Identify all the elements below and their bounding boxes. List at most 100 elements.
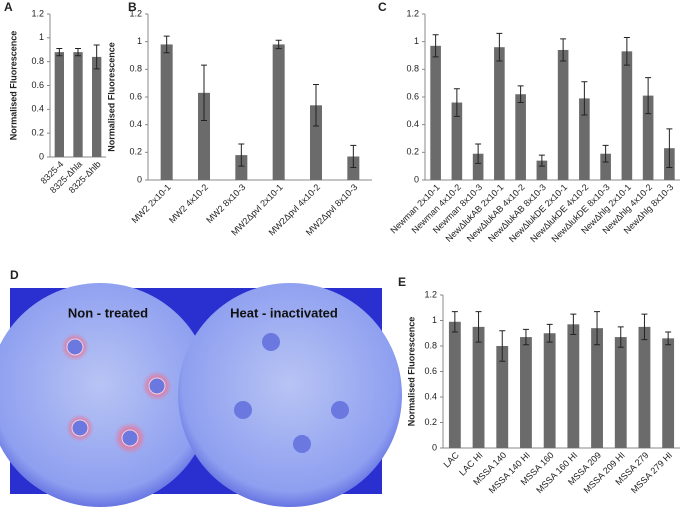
error-bar [538, 154, 545, 167]
y-tick-label: 0 [432, 442, 437, 452]
y-tick-label: 0 [39, 151, 44, 161]
bar [494, 47, 505, 181]
bar [73, 52, 83, 158]
y-tick-label: 0.8 [129, 64, 142, 74]
error-bar [560, 38, 567, 62]
bar [600, 153, 611, 180]
error-bar [163, 35, 170, 54]
y-tick-label: 0.2 [129, 147, 142, 157]
y-tick-label: 0.8 [406, 64, 419, 74]
wells [61, 333, 349, 454]
y-tick-label: 0.2 [31, 128, 44, 138]
y-tick-label: 1.2 [424, 289, 437, 299]
y-tick-label: 0.4 [129, 119, 142, 129]
panel-label: E [398, 275, 406, 289]
panel-label: A [4, 0, 13, 14]
bar [567, 324, 580, 448]
y-tick-label: 1.2 [129, 8, 142, 18]
photo-panel: D Non - treated Heat - inactivated [0, 268, 402, 507]
bar [54, 52, 64, 158]
bar [235, 155, 248, 180]
error-bar [665, 331, 672, 346]
error-bar [666, 128, 673, 169]
bar [347, 156, 360, 180]
error-bar [475, 311, 482, 343]
plate [178, 283, 402, 507]
y-tick-label: 0 [137, 174, 142, 184]
bar [92, 56, 102, 157]
bar [448, 321, 461, 448]
photo-caption: Heat - inactivated [230, 305, 338, 320]
bar [536, 160, 548, 180]
bar [642, 95, 654, 180]
error-bar [641, 313, 648, 341]
bar [638, 326, 651, 448]
y-tick-label: 0.8 [31, 56, 44, 66]
bar [662, 338, 675, 448]
y-tick-label: 0.6 [406, 91, 419, 101]
bar [621, 51, 633, 180]
error-bar [623, 37, 630, 66]
error-bar [617, 326, 624, 348]
error-bar [93, 44, 100, 70]
error-bar [275, 39, 282, 50]
x-tick-label: LAC [441, 450, 461, 470]
bar [472, 153, 484, 180]
error-bar [522, 328, 529, 346]
bar [310, 105, 322, 180]
error-bar [313, 84, 319, 127]
error-bar [496, 32, 503, 62]
error-bar [238, 143, 245, 167]
panel-label: C [378, 0, 387, 14]
error-bar [475, 143, 482, 164]
y-tick-label: 1.2 [406, 8, 419, 18]
error-bar [499, 330, 506, 362]
y-axis-label: Normalised Fluorescence [8, 31, 18, 141]
error-bar [432, 34, 439, 58]
error-bar [581, 81, 588, 116]
panel-label: D [10, 268, 19, 282]
y-tick-label: 1 [414, 36, 419, 46]
error-bar [594, 311, 601, 346]
bar [430, 45, 441, 180]
bar [160, 44, 173, 180]
y-tick-label: 1.2 [31, 8, 44, 18]
bar [579, 98, 590, 180]
error-bar [517, 85, 524, 104]
error-bar [75, 48, 81, 57]
panel-label: B [128, 0, 137, 14]
bar [557, 49, 569, 180]
y-axis-label: Normalised Fluorescence [406, 317, 416, 427]
bar [272, 44, 285, 180]
y-tick-label: 0.2 [424, 417, 437, 427]
plate [0, 283, 212, 507]
bar [543, 333, 556, 448]
y-tick-label: 0.4 [406, 119, 419, 129]
y-tick-label: 1 [432, 315, 437, 325]
y-tick-label: 0.4 [424, 391, 437, 401]
error-bar [201, 64, 207, 122]
y-tick-label: 0 [414, 174, 419, 184]
error-bar [350, 144, 357, 169]
bar [591, 328, 603, 448]
bar [515, 94, 526, 180]
y-tick-label: 1 [39, 32, 44, 42]
y-tick-label: 0.4 [31, 104, 44, 114]
error-bar [56, 48, 63, 57]
y-tick-label: 0.6 [129, 91, 142, 101]
error-bar [570, 313, 577, 336]
error-bar [602, 144, 609, 163]
bar [614, 337, 627, 448]
error-bar [451, 311, 458, 333]
y-tick-label: 0.2 [406, 147, 419, 157]
photo-caption: Non - treated [68, 305, 148, 320]
bar [496, 346, 509, 448]
bar [520, 337, 532, 448]
error-bar [645, 77, 652, 115]
y-tick-label: 0.6 [31, 80, 44, 90]
bar [451, 102, 463, 180]
y-axis-label: Normalised Fluorescence [106, 42, 116, 152]
error-bar [546, 323, 553, 343]
y-tick-label: 0.6 [424, 366, 437, 376]
